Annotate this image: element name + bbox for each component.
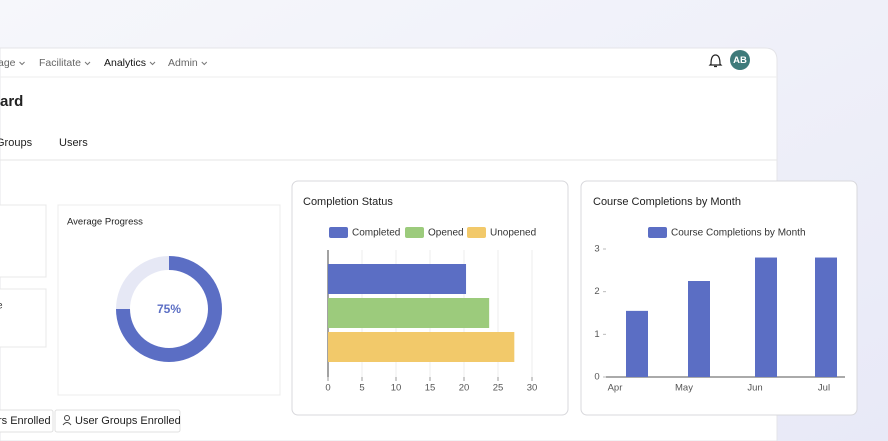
chevron [149, 61, 156, 66]
legend-swatch [405, 227, 424, 238]
donut-arc [116, 256, 222, 362]
y-tick-label: 0 [594, 372, 599, 383]
tab[interactable]: Users [59, 137, 88, 149]
x-tick-label: 30 [527, 383, 538, 394]
stat-label: e [0, 301, 3, 312]
legend-label: Completed [352, 228, 400, 239]
tab[interactable]: Groups [0, 137, 33, 149]
stat-card [0, 288, 47, 348]
button-label[interactable]: User Groups Enrolled [75, 415, 181, 427]
users-icon [62, 422, 72, 426]
legend-label: Course Completions by Month [671, 228, 806, 239]
nav-item[interactable]: age [0, 57, 16, 69]
legend-label: Unopened [490, 228, 536, 239]
page-title: ard [0, 93, 23, 110]
y-tick-label: 1 [594, 329, 599, 340]
y-tick-label: 2 [594, 286, 599, 297]
bar [328, 332, 515, 362]
bell-icon[interactable] [708, 54, 723, 68]
x-tick-label: 10 [391, 383, 402, 394]
x-tick-label: Jun [747, 383, 762, 394]
button-label[interactable]: rs Enrolled [0, 415, 51, 427]
chevron [201, 61, 208, 66]
x-tick-label: 5 [359, 383, 364, 394]
nav-item[interactable]: Admin [168, 57, 198, 69]
x-tick-label: Apr [608, 383, 623, 394]
chart-card [580, 180, 858, 416]
y-tick-label: 3 [594, 244, 599, 255]
stat-card [0, 204, 47, 278]
legend-label: Opened [428, 228, 464, 239]
nav-item[interactable]: Analytics [104, 57, 146, 69]
chart-title: Completion Status [303, 196, 393, 208]
bar [755, 257, 777, 377]
legend-swatch [648, 227, 667, 238]
avatar[interactable] [730, 50, 750, 70]
chevron [84, 61, 91, 66]
bar [626, 310, 648, 377]
chevron [19, 61, 25, 66]
bar [688, 281, 710, 377]
users-icon [64, 415, 70, 421]
button[interactable] [0, 409, 54, 433]
progress-card [57, 204, 281, 396]
legend-swatch [329, 227, 348, 238]
legend-swatch [467, 227, 486, 238]
x-tick-label: 0 [325, 383, 330, 394]
avatar-initials[interactable]: AB [733, 55, 747, 66]
progress-value: 75% [157, 302, 181, 316]
nav-item[interactable]: Facilitate [39, 57, 81, 69]
button[interactable] [54, 409, 181, 433]
bar [815, 257, 837, 377]
x-tick-label: 25 [493, 383, 504, 394]
x-tick-label: May [675, 383, 693, 394]
x-tick-label: Jul [818, 383, 830, 394]
chart-title: Course Completions by Month [593, 196, 741, 208]
bar [328, 264, 467, 294]
bar [328, 298, 490, 328]
x-tick-label: 15 [425, 383, 436, 394]
x-tick-label: 20 [459, 383, 470, 394]
progress-title: Average Progress [67, 217, 143, 228]
